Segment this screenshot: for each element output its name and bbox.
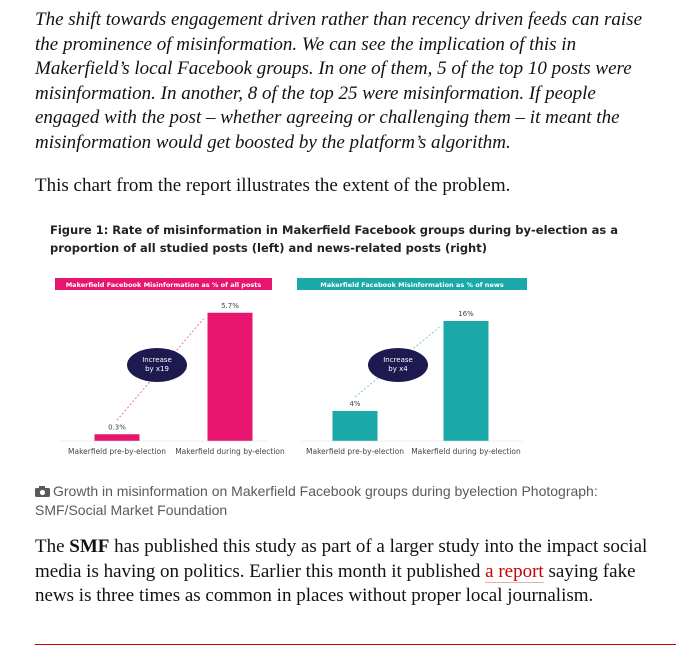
paragraph: The SMF has published this study as part…: [35, 535, 660, 609]
bar: [332, 411, 378, 441]
text: The: [35, 536, 70, 557]
category-label: Makerfield during by-election: [175, 447, 285, 456]
bar: [94, 434, 140, 441]
category-label: Makerfield pre-by-election: [68, 447, 166, 456]
value-label: 0.3%: [108, 423, 126, 431]
link[interactable]: a report: [485, 560, 544, 583]
value-label: 16%: [458, 310, 474, 318]
text: has published this study as part of a la…: [35, 536, 648, 582]
annotation-text: by x19: [145, 365, 169, 373]
bar: [443, 321, 489, 441]
legend-header: [55, 278, 272, 290]
caption: Growth in misinformation on Makerfield F…: [35, 482, 655, 520]
category-label: Makerfield pre-by-election: [306, 447, 404, 456]
chart-title: Makerfield Facebook Misinformation as % …: [320, 281, 504, 289]
category-label: Makerfield during by-election: [411, 447, 521, 456]
annotation-bubble: [127, 348, 187, 382]
camera-icon: [35, 486, 50, 497]
legend-header: [297, 278, 527, 290]
annotation-bubble: [368, 348, 428, 382]
paragraph: This chart from the report illustrates t…: [35, 175, 511, 196]
text: saying fake news is three times as commo…: [35, 560, 636, 607]
value-label: 5.7%: [221, 302, 239, 310]
caption-text: Growth in misinformation on Makerfield F…: [35, 483, 598, 518]
annotation-text: Increase: [383, 356, 413, 364]
annotation-text: by x4: [388, 365, 408, 373]
figure-title: Figure 1: Rate of misinformation in Make…: [50, 223, 619, 255]
bold-text: SMF: [69, 536, 110, 557]
figure-chart: Makerfield Facebook Misinformation as % …: [55, 278, 527, 456]
divider: [35, 644, 676, 645]
bar: [207, 312, 253, 441]
paragraph: The shift towards engagement driven rath…: [35, 9, 642, 153]
value-label: 4%: [349, 400, 360, 408]
chart-title: Makerfield Facebook Misinformation as % …: [66, 281, 262, 289]
annotation-text: Increase: [142, 356, 172, 364]
